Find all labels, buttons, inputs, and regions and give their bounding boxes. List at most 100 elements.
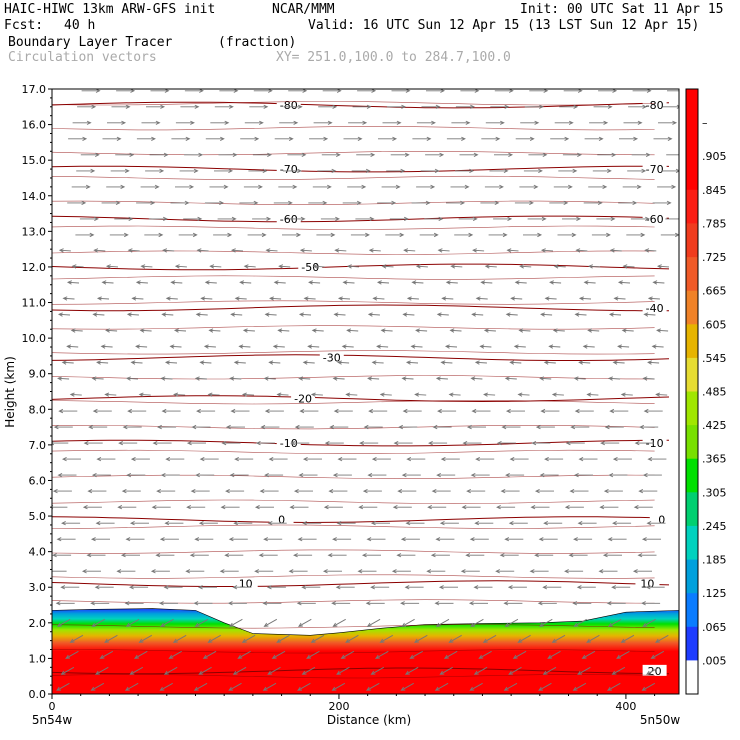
circulation-vector [559, 104, 579, 109]
circulation-vector [552, 328, 565, 333]
circulation-vector [380, 328, 393, 333]
circulation-vector [424, 216, 444, 222]
y-tick-label: 10.0 [22, 332, 47, 345]
circulation-vector [317, 168, 337, 174]
circulation-vector [174, 264, 187, 269]
circulation-vector [58, 248, 71, 253]
circulation-vector [466, 424, 486, 430]
circulation-vector [465, 553, 485, 558]
circulation-vector [570, 424, 590, 430]
colorbar-segment [686, 559, 698, 594]
circulation-vector [475, 456, 495, 462]
circulation-vector [646, 666, 660, 675]
circulation-vector [563, 89, 583, 93]
circulation-vector [504, 376, 517, 381]
circulation-vector [381, 184, 401, 190]
circulation-vector [612, 520, 632, 526]
circulation-vector [307, 344, 320, 349]
circulation-vector [578, 360, 591, 365]
circulation-vector [283, 104, 303, 109]
circulation-vector [482, 634, 497, 643]
contour-label: -30 [323, 352, 341, 365]
circulation-vector [426, 569, 446, 574]
circulation-vector [92, 408, 112, 414]
circulation-vector [279, 120, 299, 125]
circulation-vector [548, 344, 561, 349]
contour-label: 0 [278, 514, 285, 527]
circulation-vector [412, 136, 432, 142]
circulation-vector [479, 344, 492, 349]
circulation-vector [100, 344, 113, 349]
circulation-vector [534, 553, 554, 558]
circulation-vector [564, 504, 584, 510]
org-label: NCAR/MMM [272, 2, 335, 17]
circulation-vector [104, 634, 118, 643]
field-units: (fraction) [218, 35, 297, 50]
circulation-vector [225, 424, 245, 430]
circulation-vector [276, 634, 290, 643]
circulation-vector [340, 650, 355, 659]
circulation-vector [627, 168, 647, 174]
circulation-vector [489, 168, 509, 174]
circulation-vector [117, 504, 137, 510]
circulation-vector [574, 312, 587, 317]
y-axis-label: Height (km) [3, 356, 17, 427]
circulation-vector [527, 216, 547, 222]
circulation-vector [460, 89, 480, 93]
circulation-vector [572, 682, 587, 691]
circulation-vector [138, 392, 151, 397]
circulation-vector [587, 328, 600, 333]
circulation-vector [204, 280, 217, 285]
circulation-vector [186, 440, 206, 446]
circulation-vector [234, 296, 247, 301]
colorbar-label: .365 [702, 453, 727, 466]
circulation-vector [542, 585, 562, 590]
contour-label: -70 [280, 163, 298, 176]
circulation-vector [135, 280, 148, 285]
circulation-vector [161, 312, 174, 317]
contour-label: -50 [301, 261, 319, 274]
circulation-vector [578, 296, 592, 301]
circulation-vector [104, 392, 117, 397]
circulation-vector [198, 666, 212, 675]
circulation-vector [260, 424, 280, 430]
plot-area: -80 -80 -70 -70 -60 -60 -50 -40 -30 -20 -10 -10 0 0 10… [52, 89, 679, 694]
circulation-vector [644, 248, 657, 253]
circulation-vector [529, 89, 549, 93]
circulation-vector [666, 154, 679, 156]
circulation-vector [202, 650, 217, 659]
circulation-vector [589, 120, 609, 125]
circulation-vector [299, 408, 319, 414]
circulation-vector [150, 569, 170, 574]
circulation-vector [641, 601, 661, 606]
temperature-contour [52, 275, 655, 280]
circulation-vector [517, 392, 530, 397]
circulation-vector [650, 650, 665, 659]
circulation-vector [628, 104, 648, 109]
colorbar-segment [686, 223, 698, 258]
temperature-contour [52, 101, 670, 109]
circulation-vector [183, 216, 203, 222]
circulation-vector [184, 89, 204, 93]
circulation-vector [219, 89, 239, 93]
circulation-vector [391, 89, 411, 93]
circulation-vector [470, 376, 483, 381]
contour-label: 10 [640, 578, 654, 591]
circulation-vector [376, 344, 389, 349]
contour-label: -20 [294, 393, 312, 406]
circulation-vector [320, 216, 340, 222]
circulation-vector [439, 520, 459, 526]
contour-label-bg [319, 351, 344, 363]
circulation-vector [178, 232, 198, 238]
circulation-vector [298, 618, 312, 627]
circulation-vector [609, 408, 629, 414]
circulation-vector [509, 360, 522, 365]
circulation-vector [598, 569, 618, 574]
circulation-vector [619, 136, 639, 142]
circulation-vector [175, 120, 195, 125]
circulation-vector [70, 328, 83, 333]
circulation-vector [351, 168, 371, 174]
circulation-vector [377, 200, 397, 206]
circulation-vector [342, 200, 362, 206]
circulation-vector [617, 344, 630, 349]
